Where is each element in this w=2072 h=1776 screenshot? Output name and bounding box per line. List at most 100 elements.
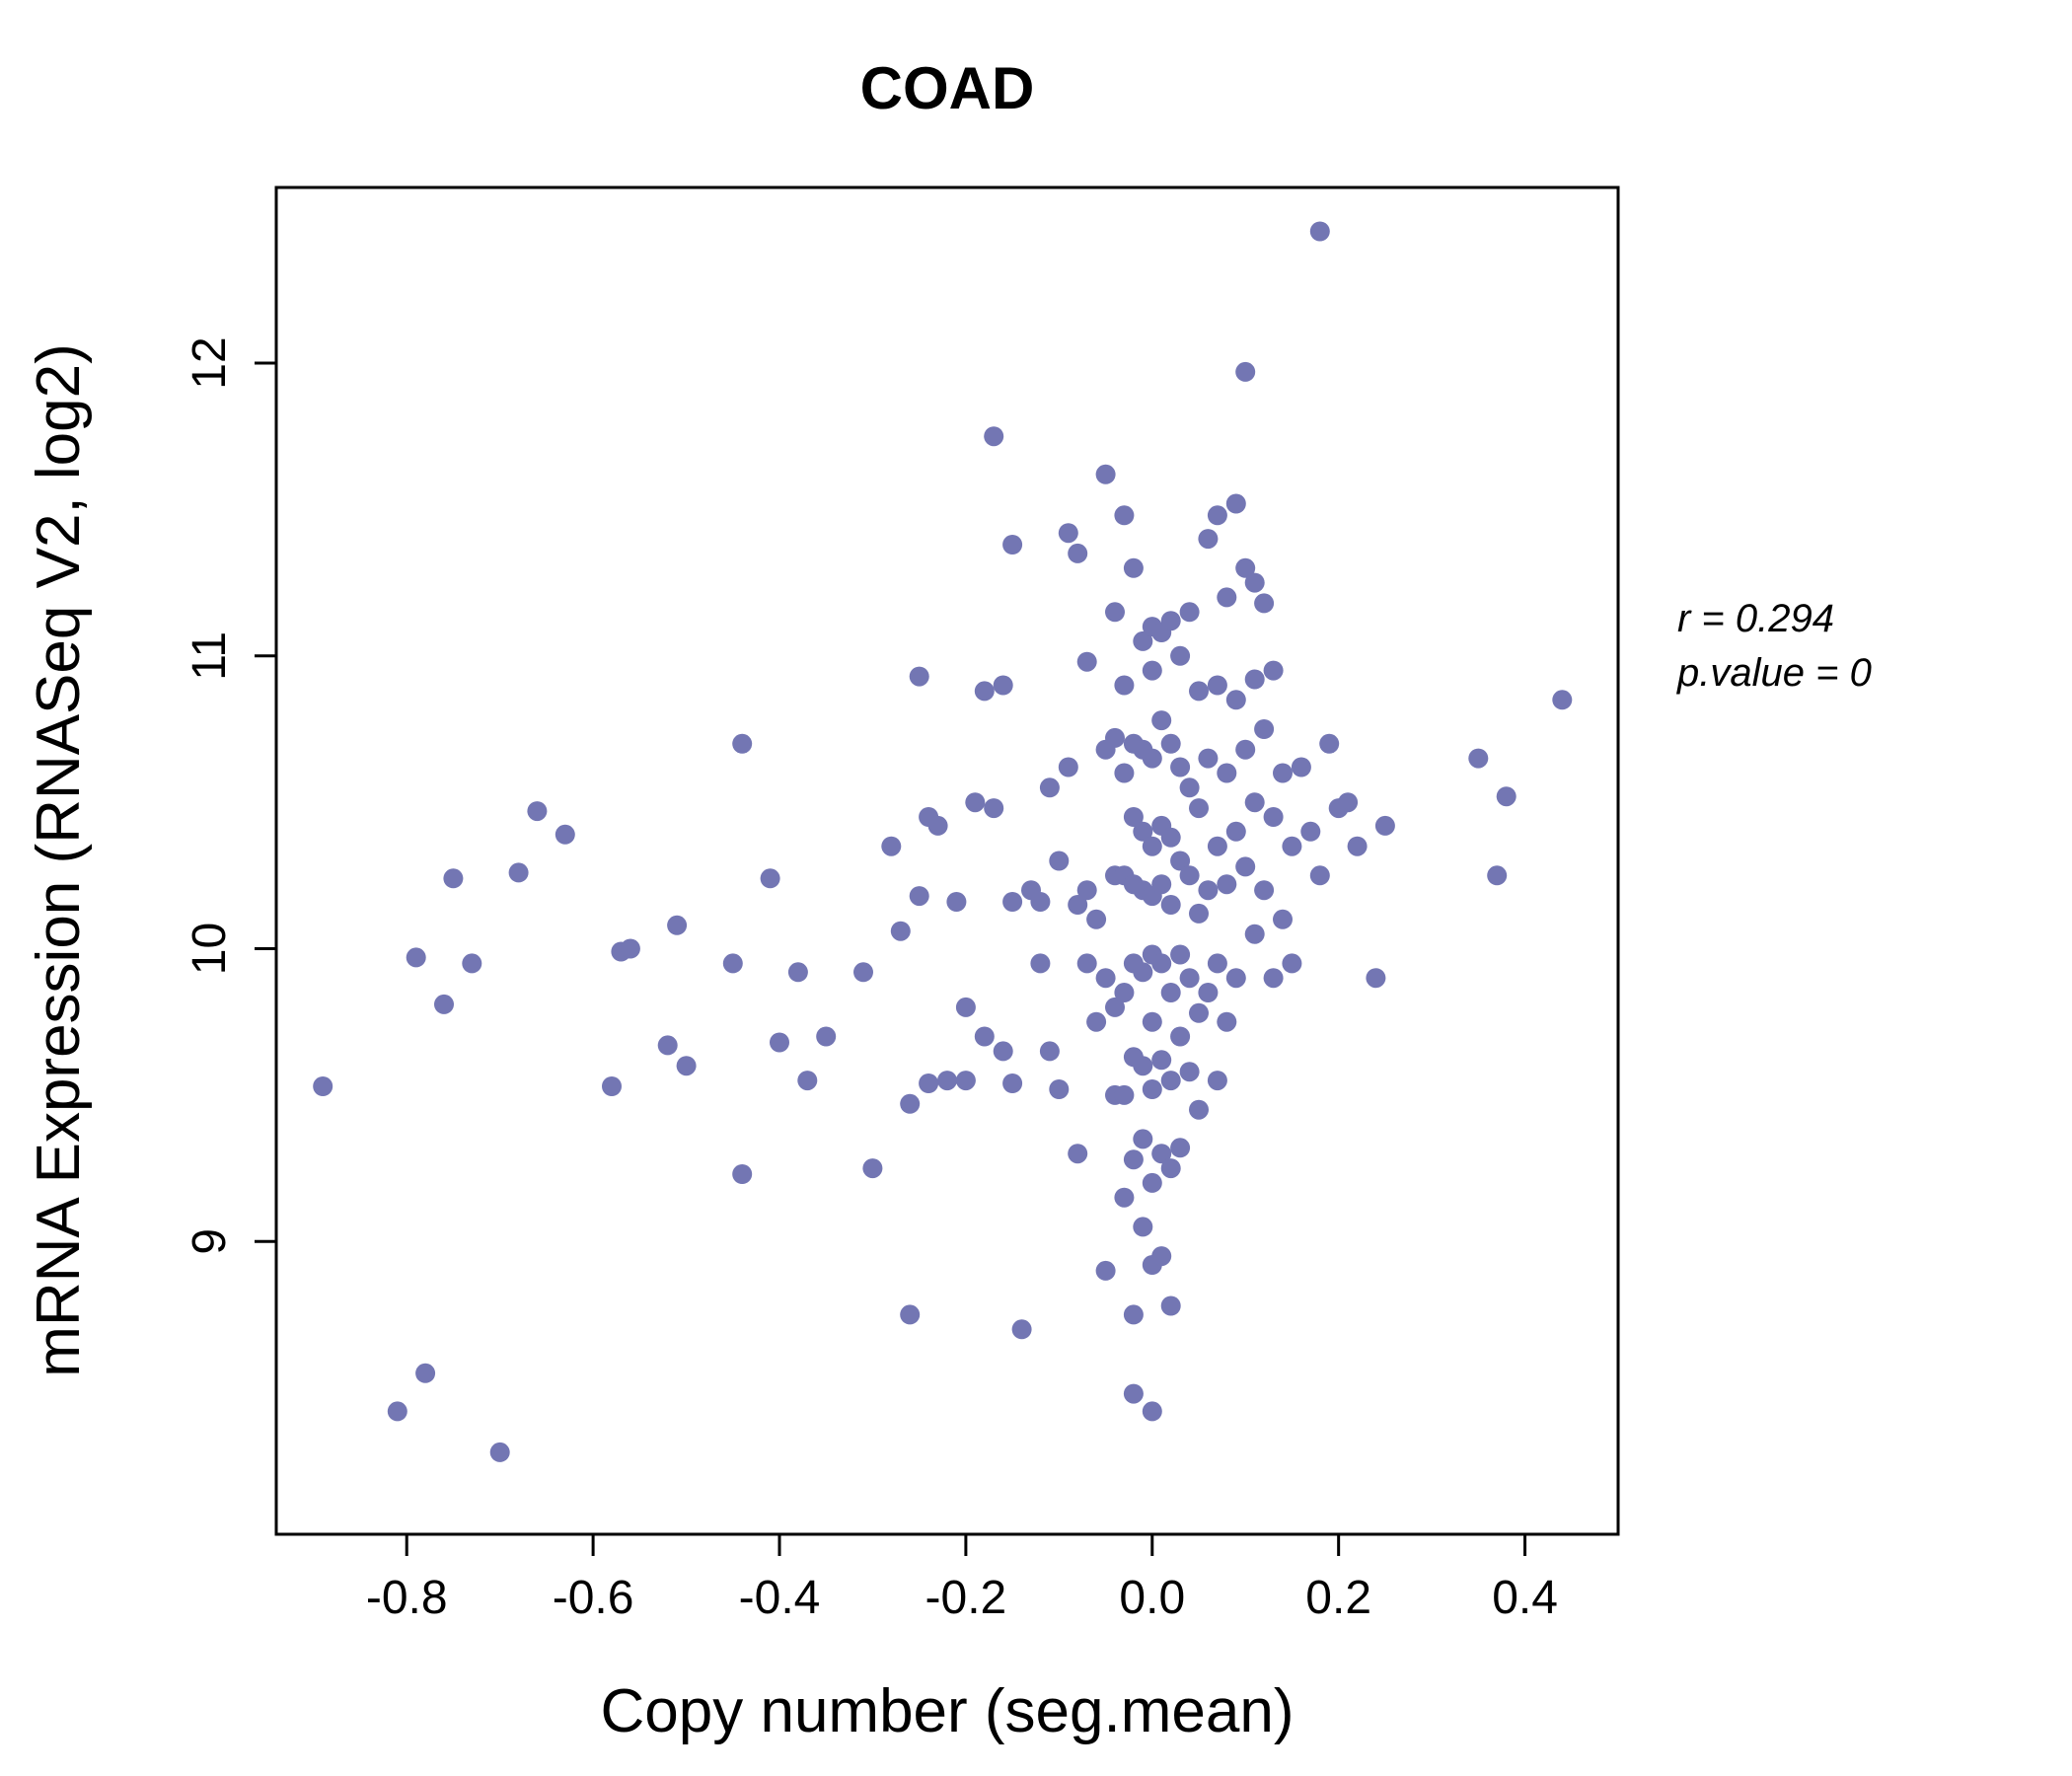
scatter-point bbox=[1142, 1401, 1162, 1422]
scatter-point bbox=[1273, 909, 1293, 929]
scatter-point bbox=[1068, 1144, 1088, 1164]
scatter-point bbox=[974, 681, 995, 702]
scatter-point bbox=[862, 1158, 883, 1179]
scatter-point bbox=[937, 1071, 957, 1091]
scatter-point bbox=[434, 994, 454, 1014]
scatter-point bbox=[984, 426, 1004, 447]
scatter-point bbox=[1254, 880, 1275, 901]
scatter-point bbox=[1254, 593, 1275, 614]
scatter-point bbox=[1282, 953, 1302, 974]
x-tick-label: -0.2 bbox=[925, 1572, 1007, 1624]
scatter-point bbox=[955, 997, 976, 1017]
scatter-point bbox=[1207, 675, 1227, 696]
scatter-point bbox=[1198, 880, 1219, 901]
scatter-point bbox=[881, 836, 902, 856]
scatter-point bbox=[1123, 1304, 1144, 1325]
scatter-point bbox=[1273, 763, 1293, 783]
scatter-point bbox=[1198, 748, 1219, 769]
x-tick-label: 0.2 bbox=[1305, 1572, 1371, 1624]
scatter-point bbox=[1142, 660, 1162, 681]
scatter-point bbox=[1142, 748, 1162, 769]
scatter-point bbox=[900, 1093, 921, 1114]
scatter-point bbox=[1114, 983, 1135, 1002]
scatter-point bbox=[1133, 821, 1153, 842]
scatter-point bbox=[993, 675, 1013, 696]
scatter-point bbox=[1086, 909, 1107, 929]
scatter-point bbox=[993, 1041, 1013, 1062]
scatter-point bbox=[909, 666, 929, 687]
scatter-point bbox=[1217, 874, 1237, 895]
scatter-point bbox=[732, 733, 753, 754]
scatter-point bbox=[1002, 535, 1023, 555]
scatter-point bbox=[787, 962, 808, 983]
scatter-point bbox=[760, 868, 780, 889]
scatter-point bbox=[1170, 645, 1191, 666]
scatter-point bbox=[1114, 675, 1135, 696]
scatter-point bbox=[1105, 997, 1125, 1017]
scatter-point bbox=[1068, 895, 1088, 915]
scatter-point bbox=[1225, 821, 1246, 842]
scatter-point bbox=[1217, 1011, 1237, 1032]
scatter-point bbox=[1076, 880, 1097, 901]
scatter-point bbox=[1198, 529, 1219, 550]
scatter-point bbox=[1235, 361, 1256, 382]
scatter-point bbox=[1142, 1011, 1162, 1032]
scatter-point bbox=[1095, 464, 1116, 484]
scatter-point bbox=[1142, 1079, 1162, 1099]
scatter-point bbox=[974, 1026, 995, 1047]
scatter-point bbox=[415, 1363, 436, 1383]
scatter-point bbox=[1114, 505, 1135, 526]
scatter-point bbox=[890, 921, 911, 941]
scatter-point bbox=[1189, 903, 1209, 924]
x-tick-label: -0.4 bbox=[739, 1572, 821, 1624]
scatter-point bbox=[1244, 792, 1265, 813]
scatter-point bbox=[1263, 660, 1284, 681]
scatter-point bbox=[1151, 1246, 1172, 1267]
scatter-point bbox=[1095, 1260, 1116, 1281]
scatter-point bbox=[770, 1032, 789, 1053]
scatter-point bbox=[1225, 968, 1246, 989]
scatter-point bbox=[1002, 892, 1023, 912]
scatter-point bbox=[1189, 1002, 1209, 1023]
scatter-point bbox=[1347, 836, 1368, 856]
scatter-point bbox=[313, 1076, 333, 1096]
scatter-point bbox=[1207, 953, 1227, 974]
scatter-point bbox=[965, 792, 986, 813]
scatter-point bbox=[1170, 757, 1191, 777]
scatter-point bbox=[955, 1071, 976, 1091]
scatter-point bbox=[1133, 630, 1153, 651]
scatter-point bbox=[1179, 865, 1200, 886]
scatter-point bbox=[1254, 719, 1275, 739]
scatter-point bbox=[1105, 602, 1125, 623]
scatter-point bbox=[1189, 798, 1209, 819]
scatter-point bbox=[1160, 983, 1181, 1002]
scatter-point bbox=[1552, 690, 1573, 710]
scatter-point bbox=[527, 801, 548, 822]
scatter-point bbox=[1049, 851, 1070, 871]
scatter-point bbox=[1207, 505, 1227, 526]
scatter-point bbox=[1170, 851, 1191, 871]
scatter-point bbox=[1160, 733, 1181, 754]
scatter-point bbox=[1179, 777, 1200, 798]
x-tick-label: -0.6 bbox=[553, 1572, 634, 1624]
scatter-point bbox=[1002, 1073, 1023, 1093]
scatter-point bbox=[1291, 757, 1311, 777]
scatter-point bbox=[1244, 669, 1265, 690]
y-tick-label: 10 bbox=[184, 923, 236, 975]
chart-title: COAD bbox=[860, 55, 1035, 121]
scatter-point bbox=[1207, 1071, 1227, 1091]
scatter-point bbox=[1179, 968, 1200, 989]
scatter-point bbox=[1225, 690, 1246, 710]
x-axis-label: Copy number (seg.mean) bbox=[601, 1677, 1295, 1745]
scatter-point bbox=[1235, 739, 1256, 760]
scatter-point bbox=[508, 862, 529, 883]
scatter-point bbox=[1319, 733, 1340, 754]
scatter-point bbox=[1114, 763, 1135, 783]
scatter-point bbox=[1133, 1129, 1153, 1149]
scatter-point bbox=[1058, 757, 1078, 777]
scatter-point bbox=[1198, 983, 1219, 1002]
scatter-point bbox=[1142, 836, 1162, 856]
scatter-point bbox=[1058, 523, 1078, 544]
